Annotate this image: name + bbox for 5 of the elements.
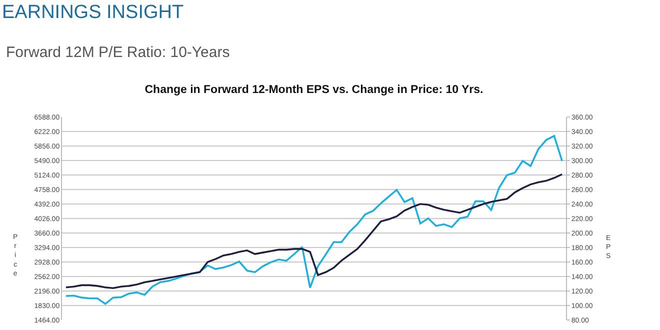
line-series: [65, 173, 563, 289]
chart-subtitle: Forward 12M P/E Ratio: 10-Years: [6, 44, 230, 61]
chart-title: Change in Forward 12-Month EPS vs. Change in Price: 10 Yrs.: [144, 84, 484, 96]
text: EARNINGS INSIGHT: [2, 2, 184, 23]
line-series: [65, 135, 563, 305]
